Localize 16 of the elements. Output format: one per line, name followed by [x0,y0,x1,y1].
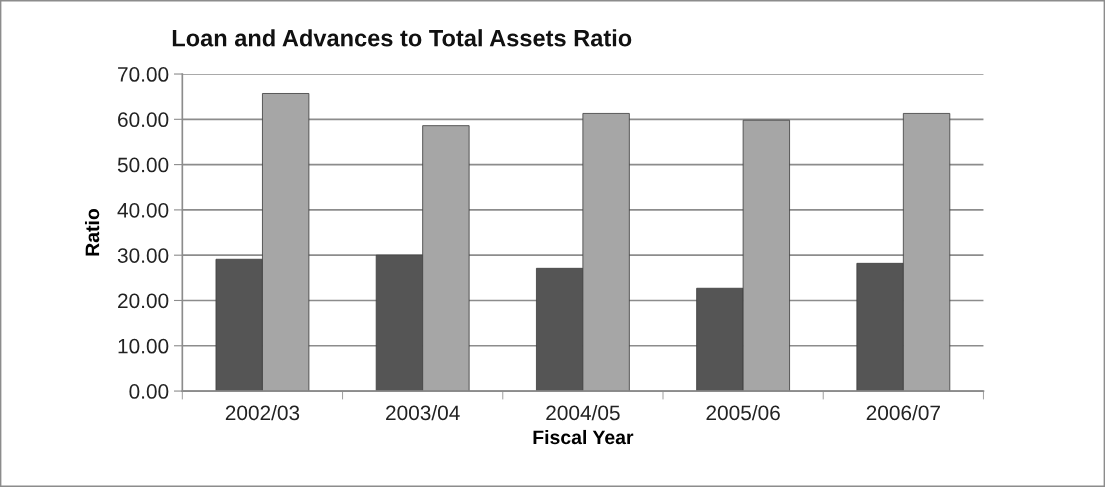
x-tick-label: 2004/05 [546,404,620,421]
y-axis-title: Ratio [84,209,100,256]
y-tick-label: 60.00 [118,112,169,128]
y-tick-label: 30.00 [117,248,169,263]
y-tick-label: 0.00 [129,384,169,399]
x-tick-label: 2002/03 [225,404,300,421]
x-tick-label: 2006/07 [866,404,940,421]
x-tick-label: 2003/04 [386,404,460,421]
chart-title: Loan and Advances to Total Assets Ratio [172,29,632,47]
y-tick-label: 70.00 [118,67,169,82]
y-tick-label: 20.00 [118,293,169,309]
x-axis-title: Fiscal Year [533,429,634,445]
x-tick-label: 2005/06 [706,404,780,421]
y-tick-label: 40.00 [117,202,169,218]
y-tick-label: 50.00 [117,157,169,173]
y-tick-label: 10.00 [118,338,169,354]
